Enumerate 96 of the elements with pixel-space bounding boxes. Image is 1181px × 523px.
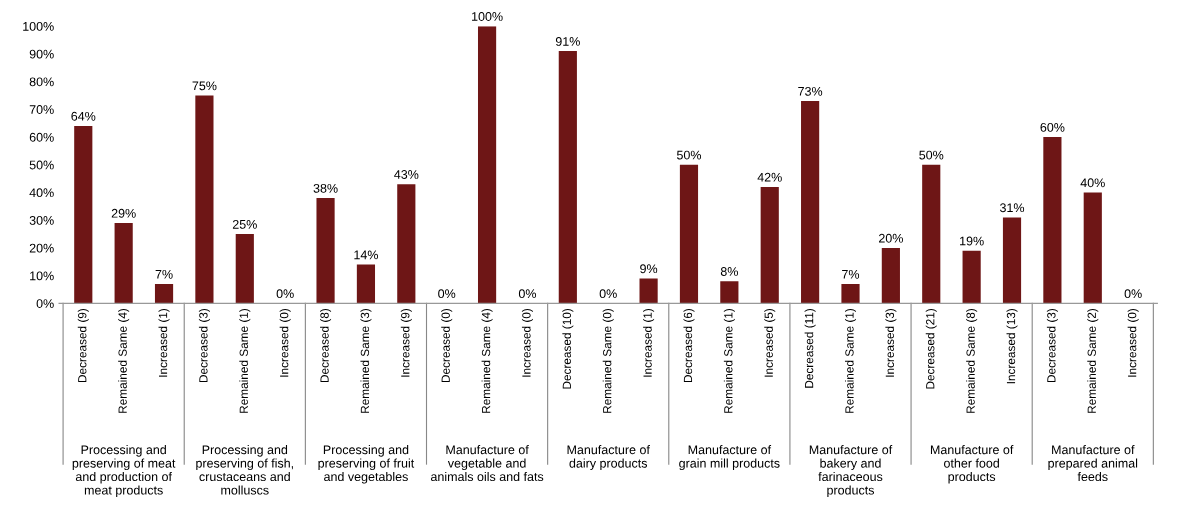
x-tick-label: Decreased (0) <box>441 308 453 383</box>
x-tick-label: Decreased (10) <box>562 308 574 389</box>
x-tick-label: Remained Same (1) <box>239 308 251 413</box>
bar <box>558 51 577 304</box>
data-label: 0% <box>276 289 294 299</box>
data-label: 31% <box>999 203 1025 213</box>
data-label: 91% <box>555 37 580 46</box>
y-tick-label: 70% <box>29 105 54 114</box>
data-label: 7% <box>155 269 173 279</box>
data-label: 50% <box>919 150 944 160</box>
bar <box>397 184 416 304</box>
x-tick-label: Remained Same (2) <box>1087 308 1099 413</box>
bar <box>922 164 941 304</box>
x-tick-label: Remained Same (4) <box>118 308 130 413</box>
bar <box>881 247 900 304</box>
x-tick-label: Increased (13) <box>1006 308 1018 384</box>
x-tick-label: Increased (0) <box>1127 308 1139 377</box>
text: Manufacture of prepared animal feeds <box>1048 445 1138 482</box>
text: Manufacture of vegetable and animals oils and fats <box>430 445 544 482</box>
data-label: 60% <box>1040 122 1065 132</box>
y-tick-label: 100% <box>23 21 54 31</box>
x-tick-label: Increased (3) <box>885 308 897 377</box>
data-label: 14% <box>354 250 378 260</box>
bar <box>316 198 335 304</box>
data-label: 0% <box>1124 289 1142 299</box>
x-tick-label: Decreased (11) <box>804 308 816 388</box>
y-tick-label: 30% <box>29 215 54 225</box>
x-tick-label: Remained Same (1) <box>723 308 735 413</box>
bar <box>679 164 699 304</box>
data-label: 42% <box>757 172 782 182</box>
y-tick-label: 80% <box>29 77 54 87</box>
data-label: 20% <box>878 233 903 243</box>
y-tick-label: 40% <box>29 188 54 198</box>
bar <box>962 250 981 304</box>
x-tick-label: Increased (0) <box>521 308 533 377</box>
data-label: 7% <box>842 269 860 279</box>
x-tick-label: Increased (0) <box>279 308 291 377</box>
text: Manufacture of bakery and farinaceous products <box>809 445 893 498</box>
y-tick-label: 60% <box>29 132 54 142</box>
bar <box>356 264 376 304</box>
y-tick-label: 0% <box>36 299 54 308</box>
x-tick-label: Decreased (3) <box>1046 308 1058 383</box>
x-tick-label: Decreased (8) <box>320 308 332 383</box>
bar <box>760 186 779 304</box>
x-tick-label: Decreased (6) <box>683 308 695 383</box>
text: Processing and preserving of meat and production of meat products <box>72 445 176 498</box>
text: Processing and preserving of fish, crustaceans and molluscs <box>196 445 294 495</box>
data-label: 0% <box>438 289 456 299</box>
bar <box>1002 217 1022 304</box>
data-label: 8% <box>720 267 738 276</box>
x-tick-label: Remained Same (4) <box>481 308 493 413</box>
text: Processing and preserving of fruit and vegetables <box>318 445 415 484</box>
data-label: 29% <box>111 208 136 218</box>
bar <box>74 125 93 304</box>
x-tick-label: Remained Same (8) <box>966 308 978 413</box>
data-label: 38% <box>313 183 338 193</box>
data-label: 19% <box>960 236 984 246</box>
data-label: 75% <box>192 81 217 91</box>
text: Manufacture of grain mill products <box>679 445 780 471</box>
x-tick-label: Increased (1) <box>158 308 170 377</box>
y-tick-label: 10% <box>30 271 54 281</box>
x-tick-label: Decreased (9) <box>77 308 89 383</box>
bar <box>1043 137 1062 304</box>
bar <box>801 100 820 304</box>
data-label: 73% <box>798 86 823 96</box>
data-label: 0% <box>599 289 617 299</box>
data-label: 64% <box>71 111 96 121</box>
y-tick-label: 90% <box>29 49 54 59</box>
text: Manufacture of dairy products <box>567 445 650 471</box>
bar <box>639 278 658 304</box>
x-tick-label: Increased (5) <box>764 308 776 377</box>
x-tick-label: Remained Same (3) <box>360 308 372 413</box>
data-label: 40% <box>1080 178 1105 188</box>
bar <box>154 283 174 304</box>
data-label: 50% <box>676 150 702 160</box>
x-tick-label: Increased (1) <box>643 308 655 377</box>
data-label: 0% <box>518 289 537 299</box>
bar <box>1083 192 1102 304</box>
x-tick-label: Decreased (21) <box>925 308 937 389</box>
x-tick-label: Increased (9) <box>400 308 412 377</box>
text: Manufacture of other food products <box>930 445 1014 484</box>
x-tick-label: Decreased (3) <box>198 308 210 383</box>
data-label: 25% <box>232 219 257 229</box>
bar <box>235 234 254 304</box>
y-tick-label: 50% <box>29 160 54 170</box>
data-label: 43% <box>394 170 419 179</box>
x-tick-label: Remained Same (0) <box>602 308 614 413</box>
bar <box>720 281 739 304</box>
bar <box>195 95 214 304</box>
bar <box>477 26 497 304</box>
bar <box>841 283 860 304</box>
y-tick-label: 20% <box>29 243 54 253</box>
x-tick-label: Remained Same (1) <box>844 308 856 413</box>
bar <box>114 222 133 304</box>
data-label: 100% <box>472 12 503 21</box>
data-label: 9% <box>640 264 658 274</box>
